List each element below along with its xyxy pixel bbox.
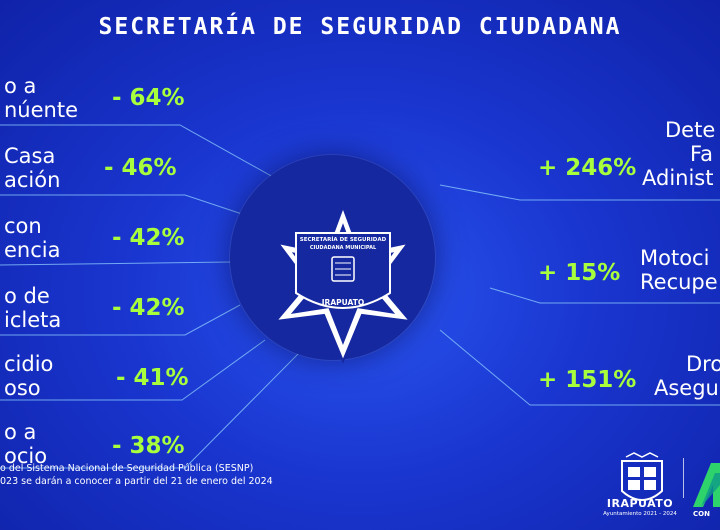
left-item-2-value: - 46% (104, 155, 177, 181)
left-item-5-label-line1: cidio (4, 352, 54, 376)
right-item-1-label-line1: Dete (665, 118, 716, 142)
right-item-3-value: + 151% (538, 367, 637, 393)
left-item-3-value: - 42% (112, 225, 185, 251)
left-item-1-label-line2: núente (4, 98, 79, 122)
left-item-2-label-line1: Casa (4, 144, 56, 168)
right-item-2-label-line1: Motoci (640, 246, 710, 270)
right-item-2-label-line2: Recupe (640, 270, 718, 294)
logo-name: IRAPUATO (606, 497, 674, 510)
right-item-2-value: + 15% (538, 260, 621, 286)
connector-line-left-1 (0, 124, 283, 183)
connector-line-right-3 (439, 329, 720, 406)
green-brand-logo-icon (693, 463, 720, 507)
irapuato-coat-of-arms-icon (621, 452, 663, 501)
connector-line-left-5 (0, 339, 266, 401)
badge-line2: CIUDADANA MUNICIPAL (310, 245, 377, 251)
left-item-1-value: - 64% (112, 85, 185, 111)
left-item-6-label-line1: o a (4, 420, 37, 444)
connector-line-left-4 (0, 304, 241, 336)
page-title: SECRETARÍA DE SEGURIDAD CIUDADANA (98, 14, 622, 40)
left-item-6-value: - 38% (112, 433, 185, 459)
left-item-5-value: - 41% (116, 365, 189, 391)
logo-divider (683, 458, 684, 498)
left-item-4-value: - 42% (112, 295, 185, 321)
right-item-1-label-line2: Fa (690, 142, 714, 166)
left-item-4-label-line1: o de (4, 284, 50, 308)
badge-city: IRAPUATO (322, 298, 364, 307)
right-item-1-value: + 246% (538, 155, 637, 181)
left-item-2-label-line2: ación (4, 168, 61, 192)
connector-line-right-1 (439, 184, 720, 201)
green-logo-text: CON (693, 510, 710, 518)
footnote: o del Sistema Nacional de Seguridad Públ… (0, 462, 273, 488)
footnote-line1: o del Sistema Nacional de Seguridad Públ… (0, 463, 254, 474)
left-item-6-label-line2: ocio (4, 444, 48, 468)
police-badge-star-icon: SECRETARÍA DE SEGURIDAD CIUDADANA MUNICI… (273, 205, 413, 364)
left-item-1-label-line1: o a (4, 74, 37, 98)
connector-line-left-6 (0, 351, 301, 469)
badge-line1: SECRETARÍA DE SEGURIDAD (300, 235, 387, 243)
logo-subtitle: Ayuntamiento 2021 - 2024 (603, 511, 677, 517)
right-item-3-label-line1: Dro (686, 352, 720, 376)
connector-line-left-3 (0, 261, 231, 266)
left-item-3-label-line2: encia (4, 238, 61, 262)
connector-line-right-2 (489, 287, 720, 304)
left-item-3-label-line1: con (4, 214, 42, 238)
left-item-5-label-line2: oso (4, 376, 41, 400)
right-item-1-label-line3: Adinist (642, 166, 714, 190)
connector-line-left-2 (0, 194, 246, 216)
right-item-3-label-line2: Asegu (654, 376, 719, 400)
footnote-line2: 023 se darán a conocer a partir del 21 d… (0, 476, 273, 487)
left-item-4-label-line2: icleta (4, 308, 62, 332)
